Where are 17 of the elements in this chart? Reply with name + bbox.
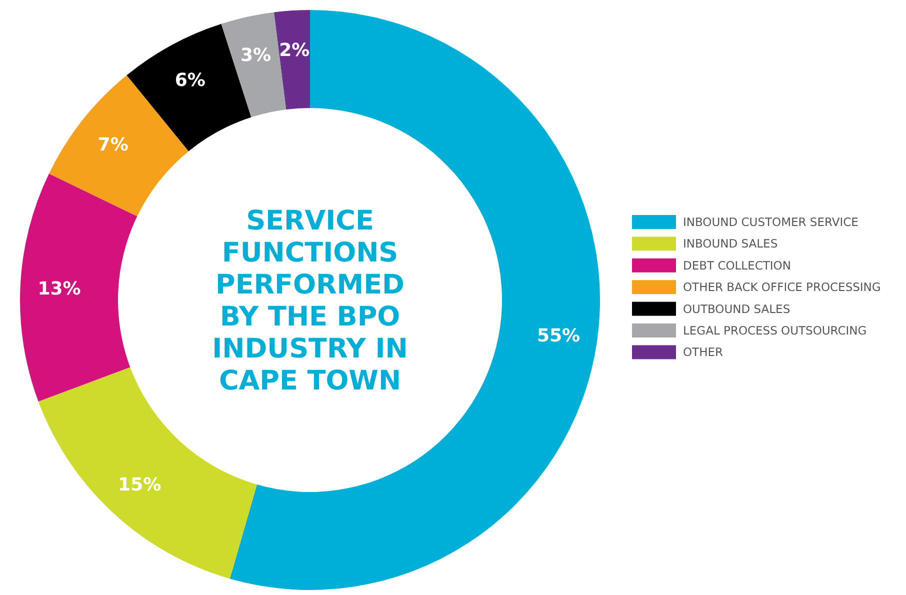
- data-label: 15%: [118, 474, 162, 496]
- legend-label: LEGAL PROCESS OUTSOURCING: [683, 324, 867, 338]
- legend-label: INBOUND CUSTOMER SERVICE: [683, 215, 858, 230]
- legend-label: OTHER BACK OFFICE PROCESSING: [683, 280, 881, 294]
- data-label: 7%: [98, 134, 128, 156]
- text: SERVICE FUNCTIONS PERFORMED BY THE BPO INDUSTRY IN CAPE TOWN: [212, 205, 408, 396]
- data-label: 6%: [174, 70, 206, 91]
- donut-slice: [274, 10, 310, 110]
- data-label: 55%: [537, 325, 580, 346]
- data-label: 13%: [38, 278, 81, 300]
- legend-label: OTHER: [683, 345, 723, 360]
- data-label: 2%: [279, 40, 310, 61]
- legend-label: OUTBOUND SALES: [683, 302, 790, 316]
- data-label: 3%: [240, 45, 272, 66]
- legend-label: INBOUND SALES: [683, 236, 778, 251]
- legend-label: DEBT COLLECTION: [683, 258, 791, 272]
- donut-slice: [20, 174, 138, 402]
